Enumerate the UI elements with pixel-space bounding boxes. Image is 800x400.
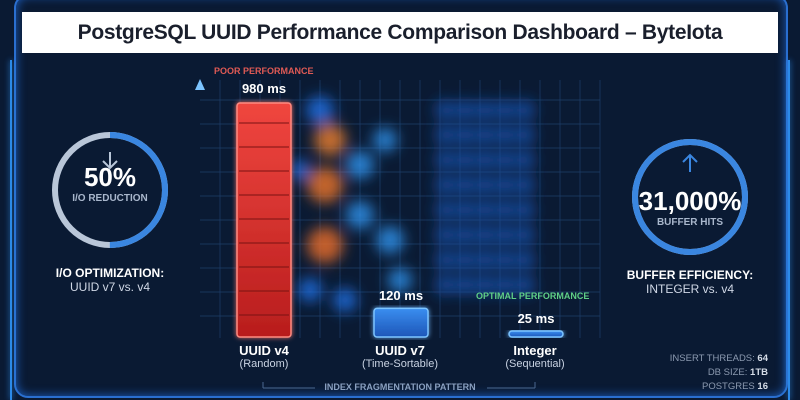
arrow-up-icon xyxy=(682,153,698,163)
heatmap-cell xyxy=(495,200,515,220)
heatmap-cell xyxy=(515,225,535,245)
heatmap-cell xyxy=(435,150,455,170)
y-axis-arrow-icon xyxy=(195,79,205,90)
heatmap-cell xyxy=(346,201,374,229)
category-integer: Integer (Sequential) xyxy=(465,343,605,370)
bar-uuid-v4 xyxy=(236,102,292,338)
gauge-value: 50% xyxy=(83,162,137,192)
heatmap-cell xyxy=(515,150,535,170)
heatmap-cell xyxy=(455,275,475,295)
spec-db-size: DB SIZE: 1TB xyxy=(707,367,768,378)
heatmap-cell xyxy=(455,150,475,170)
heatmap-cell xyxy=(435,200,455,220)
heatmap-cell xyxy=(376,226,404,254)
heatmap-cell xyxy=(475,200,495,220)
category-uuid-v4: UUID v4 (Random) xyxy=(194,343,334,370)
heatmap-cell xyxy=(435,175,455,195)
buffer-efficiency-caption: BUFFER EFFICIENCY: INTEGER vs. v4 xyxy=(620,268,760,296)
poor-performance-annotation: POOR PERFORMANCE xyxy=(214,66,314,76)
heatmap-cell xyxy=(455,100,475,120)
io-optimization-caption: I/O OPTIMIZATION: UUID v7 vs. v4 xyxy=(40,266,180,294)
heatmap-cell xyxy=(373,128,397,152)
heatmap-cell xyxy=(475,175,495,195)
page-title: PostgreSQL UUID Performance Comparison D… xyxy=(77,20,723,44)
bar-uuid-v7 xyxy=(373,307,429,338)
gauge-label: BUFFER HITS xyxy=(656,217,724,228)
heatmap-cell xyxy=(515,175,535,195)
heatmap-cell xyxy=(435,100,455,120)
heatmap-cell xyxy=(346,151,374,179)
heatmap-cell xyxy=(388,268,412,292)
decorative-rail xyxy=(10,60,12,400)
heatmap-cell xyxy=(495,100,515,120)
heatmap-cell xyxy=(455,250,475,270)
heatmap-cell xyxy=(495,125,515,145)
heatmap-cell xyxy=(455,200,475,220)
spec-insert-threads: INSERT THREADS: 64 xyxy=(669,353,768,364)
caption-subtitle: UUID v7 vs. v4 xyxy=(69,280,150,294)
heatmap-cell xyxy=(495,175,515,195)
spec-postgres-version: POSTGRES 16 xyxy=(701,381,768,392)
heatmap-cell xyxy=(475,275,495,295)
decorative-rail xyxy=(788,60,790,400)
heatmap-cell xyxy=(455,125,475,145)
category-label: Integer xyxy=(513,343,557,358)
heatmap-cell xyxy=(475,125,495,145)
heatmap-cell xyxy=(314,124,346,156)
heatmap-cell xyxy=(455,175,475,195)
heatmap-cell xyxy=(515,100,535,120)
gauge-label: I/O REDUCTION xyxy=(72,193,148,204)
heatmap-cell xyxy=(307,227,343,263)
category-subtitle: (Sequential) xyxy=(505,358,565,370)
heatmap-cell xyxy=(515,125,535,145)
heatmap-cell xyxy=(475,225,495,245)
heatmap-cell xyxy=(515,250,535,270)
caption-subtitle: INTEGER vs. v4 xyxy=(645,282,734,296)
heatmap-cell xyxy=(306,96,334,124)
heatmap-cell xyxy=(515,275,535,295)
category-label: UUID v4 xyxy=(239,343,289,358)
heatmap-cell xyxy=(307,167,343,203)
heatmap-cell xyxy=(298,278,322,302)
x-axis-label: INDEX FRAGMENTATION PATTERN xyxy=(324,382,476,392)
data-label-integer: 25 ms xyxy=(517,311,555,327)
heatmap-cell xyxy=(495,150,515,170)
caption-title: BUFFER EFFICIENCY: xyxy=(626,268,754,282)
heatmap-cell xyxy=(475,150,495,170)
heatmap-cell xyxy=(435,275,455,295)
fragmentation-heatmap xyxy=(290,96,535,312)
caption-title: I/O OPTIMIZATION: xyxy=(55,266,165,280)
heatmap-cell xyxy=(435,250,455,270)
test-specs: INSERT THREADS: 64 DB SIZE: 1TB POSTGRES… xyxy=(670,352,768,394)
category-subtitle: (Random) xyxy=(239,358,289,370)
data-label-uuid-v7: 120 ms xyxy=(378,288,424,304)
arrow-down-icon xyxy=(102,160,118,170)
io-reduction-gauge: 50% I/O REDUCTION xyxy=(40,162,180,204)
category-label: UUID v7 xyxy=(375,343,425,358)
heatmap-cell xyxy=(333,288,357,312)
heatmap-cell xyxy=(435,125,455,145)
heatmap-cell xyxy=(290,160,310,180)
heatmap-cell xyxy=(475,250,495,270)
io-gauge-fill xyxy=(52,132,168,248)
heatmap-cell xyxy=(495,250,515,270)
heatmap-cell xyxy=(455,225,475,245)
dashboard-frame xyxy=(14,0,788,398)
heatmap-cell xyxy=(495,225,515,245)
category-uuid-v7: UUID v7 (Time-Sortable) xyxy=(330,343,470,370)
buffer-gauge-fill xyxy=(632,139,748,255)
bar-integer xyxy=(508,330,564,338)
optimal-performance-annotation: OPTIMAL PERFORMANCE xyxy=(476,291,590,301)
heatmap-cell xyxy=(475,100,495,120)
heatmap-cell xyxy=(515,200,535,220)
heatmap-cell xyxy=(495,275,515,295)
heatmap-cell xyxy=(435,225,455,245)
title-bar: PostgreSQL UUID Performance Comparison D… xyxy=(22,12,778,53)
category-subtitle: (Time-Sortable) xyxy=(362,358,438,370)
buffer-hits-gauge: 31,000% BUFFER HITS xyxy=(620,186,760,228)
gauge-value: 31,000% xyxy=(638,186,742,216)
data-label-uuid-v4: 980 ms xyxy=(241,81,287,96)
